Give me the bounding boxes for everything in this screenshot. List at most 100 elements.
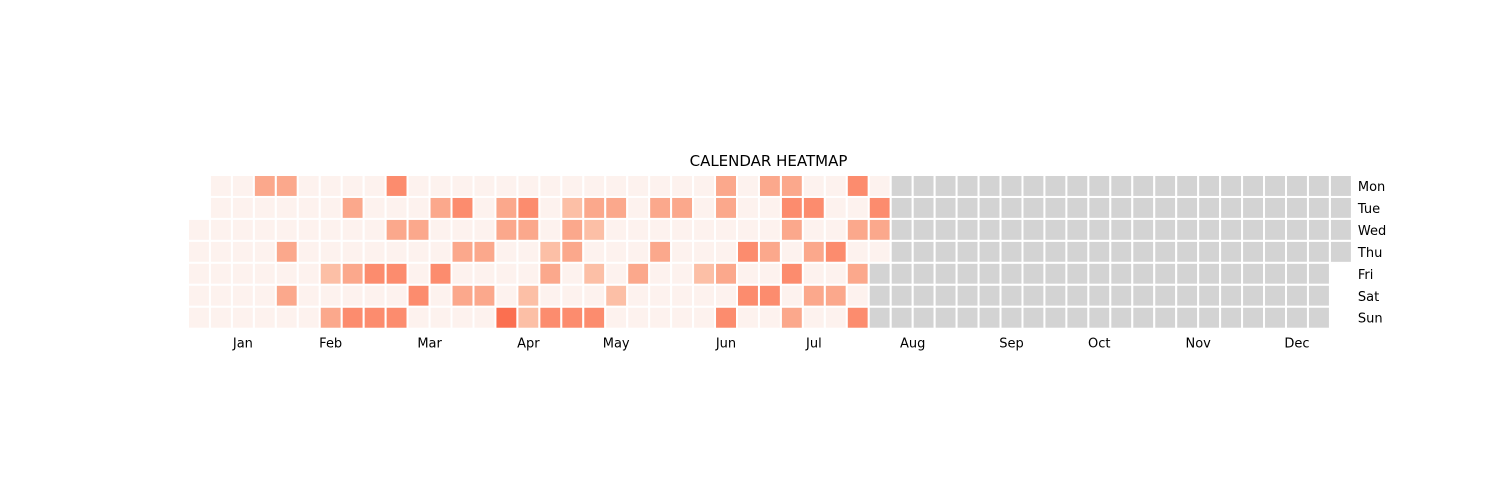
heatmap-cell — [494, 305, 519, 330]
heatmap-cell — [779, 305, 804, 330]
heatmap-cell — [779, 261, 804, 286]
heatmap-cell — [538, 261, 563, 286]
month-label-dec: Dec — [1284, 337, 1309, 352]
day-label-sat: Sat — [1358, 290, 1379, 305]
heatmap-cell — [428, 261, 453, 286]
day-labels: Mon Tue Wed Thu Fri Sat Sun — [1357, 180, 1386, 327]
heatmap-cell-empty — [911, 217, 936, 242]
heatmap-cell-empty — [1197, 283, 1222, 308]
heatmap-cell — [252, 217, 277, 242]
heatmap-cell-empty — [889, 195, 914, 220]
heatmap-cell-empty — [1263, 195, 1288, 220]
heatmap-cell — [648, 195, 673, 220]
heatmap-cell-empty — [1131, 239, 1156, 264]
heatmap-cell — [670, 283, 695, 308]
heatmap-cell-empty — [1175, 174, 1200, 198]
heatmap-cell-empty — [999, 195, 1024, 220]
heatmap-cell-empty — [1285, 305, 1309, 330]
heatmap-cell — [845, 217, 870, 242]
heatmap-cell — [362, 174, 387, 198]
heatmap-cell — [670, 217, 695, 242]
heatmap-cell — [779, 195, 804, 220]
heatmap-cell-empty — [933, 195, 958, 220]
heatmap-cell — [450, 261, 475, 286]
heatmap-cell — [801, 239, 826, 264]
heatmap-cell-empty — [1043, 239, 1068, 264]
heatmap-cell — [648, 239, 673, 264]
heatmap-cell — [494, 261, 519, 286]
heatmap-cell — [845, 174, 870, 198]
heatmap-cell-empty — [1109, 217, 1134, 242]
heatmap-cell-empty — [1241, 195, 1266, 220]
heatmap-cell — [757, 305, 782, 330]
heatmap-cell — [208, 305, 233, 330]
heatmap-cell — [801, 174, 826, 198]
heatmap-cell-empty — [1306, 195, 1331, 220]
heatmap-cell — [714, 239, 738, 264]
heatmap-cell-empty — [1021, 217, 1046, 242]
heatmap-cell — [670, 239, 695, 264]
heatmap-cell-empty — [1285, 261, 1309, 286]
heatmap-cell — [626, 174, 651, 198]
heatmap-cell — [274, 174, 299, 198]
heatmap-cell — [428, 305, 453, 330]
heatmap-cell — [582, 261, 607, 286]
heatmap-cell-empty — [1263, 217, 1288, 242]
heatmap-cell — [626, 305, 651, 330]
heatmap-cell-empty — [999, 217, 1024, 242]
heatmap-cell-empty — [1087, 239, 1112, 264]
heatmap-cell-empty — [1285, 195, 1309, 220]
heatmap-cell — [340, 174, 365, 198]
heatmap-cell — [626, 195, 651, 220]
heatmap-cell — [692, 261, 717, 286]
heatmap-cell-empty — [955, 217, 980, 242]
heatmap-cell — [296, 174, 321, 198]
heatmap-cell — [384, 195, 409, 220]
heatmap-cell — [845, 283, 870, 308]
heatmap-cell — [296, 283, 321, 308]
heatmap-cell — [472, 239, 497, 264]
day-label-wed: Wed — [1358, 224, 1386, 239]
heatmap-cell — [626, 283, 651, 308]
heatmap-cell — [582, 174, 607, 198]
heatmap-cell-empty — [1241, 239, 1266, 264]
heatmap-cell — [230, 239, 255, 264]
heatmap-cell-empty — [1065, 217, 1090, 242]
heatmap-cell — [428, 174, 453, 198]
heatmap-cell-empty — [1153, 283, 1178, 308]
heatmap-cell — [736, 174, 760, 198]
heatmap-cell-empty — [1153, 261, 1178, 286]
heatmap-cell — [560, 174, 585, 198]
heatmap-cell-empty — [1306, 217, 1331, 242]
heatmap-cell — [318, 283, 343, 308]
heatmap-cell-empty — [1087, 174, 1112, 198]
heatmap-cell — [845, 305, 870, 330]
heatmap-cell — [318, 261, 343, 286]
heatmap-cell-empty — [1197, 174, 1222, 198]
heatmap-cell — [801, 217, 826, 242]
heatmap-cell-empty — [1285, 174, 1309, 198]
heatmap-cell — [538, 174, 563, 198]
heatmap-cell — [779, 283, 804, 308]
heatmap-cell-empty — [1285, 239, 1309, 264]
heatmap-cell-empty — [1021, 195, 1046, 220]
heatmap-cell — [406, 305, 431, 330]
heatmap-cell-empty — [999, 239, 1024, 264]
heatmap-cell-empty — [1021, 261, 1046, 286]
heatmap-cell — [384, 174, 409, 198]
month-label-apr: Apr — [517, 337, 540, 352]
heatmap-cell — [582, 283, 607, 308]
heatmap-cell — [648, 174, 673, 198]
heatmap-cell — [867, 174, 892, 198]
heatmap-cell-empty — [1328, 174, 1353, 198]
heatmap-cell-empty — [1109, 239, 1134, 264]
heatmap-cell — [692, 239, 717, 264]
heatmap-cell-empty — [911, 305, 936, 330]
heatmap-cell-empty — [1153, 217, 1178, 242]
heatmap-cell — [187, 239, 211, 264]
heatmap-cell — [538, 305, 563, 330]
heatmap-cell-empty — [1131, 195, 1156, 220]
heatmap-cells — [187, 174, 1353, 330]
heatmap-cell — [252, 283, 277, 308]
heatmap-cell-empty — [889, 305, 914, 330]
